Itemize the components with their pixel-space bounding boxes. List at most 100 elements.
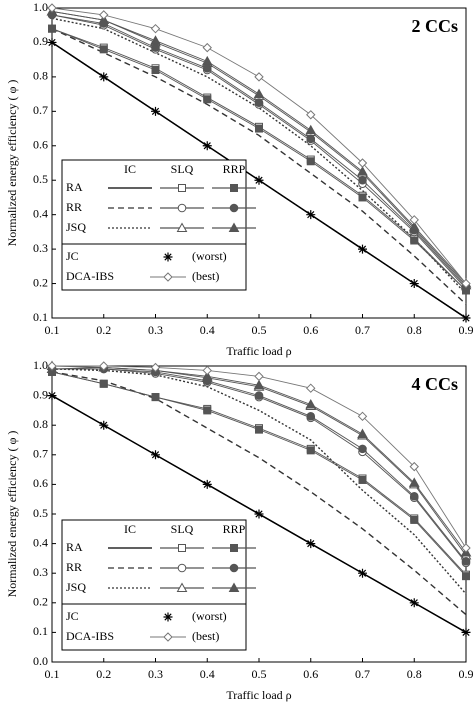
y-tick-label: 0.8	[33, 69, 48, 83]
legend-column-header: SLQ	[171, 162, 194, 176]
legend-marker	[229, 203, 239, 213]
series-line	[51, 28, 467, 305]
marker	[150, 23, 161, 34]
marker	[410, 236, 419, 245]
marker	[306, 539, 316, 549]
marker	[462, 572, 470, 581]
marker	[358, 193, 367, 202]
marker	[358, 175, 367, 185]
marker	[461, 278, 471, 289]
marker	[255, 425, 263, 434]
x-tick-label: 0.8	[407, 323, 422, 337]
x-tick-label: 0.5	[252, 667, 267, 681]
y-tick-label: 0.2	[33, 595, 48, 609]
y-axis-title: Normalized energy efficiency ( φ )	[5, 431, 19, 598]
legend-marker	[229, 563, 239, 573]
marker	[357, 166, 368, 176]
legend-note: (worst)	[192, 249, 227, 263]
x-tick-label: 0.3	[148, 667, 163, 681]
marker	[306, 383, 316, 393]
legend-marker	[230, 544, 238, 552]
y-tick-label: 0.5	[33, 172, 48, 186]
marker	[254, 509, 264, 519]
legend-column-header: IC	[124, 162, 136, 176]
legend-marker	[178, 544, 186, 552]
legend-label: JSQ	[66, 220, 86, 234]
legend: IC SLQ RRP RA RR JSQ JC (worst) DCA-IBS (best)	[61, 159, 256, 291]
legend-column-header: SLQ	[171, 522, 194, 536]
marker	[99, 10, 109, 20]
x-tick-label: 0.2	[96, 323, 111, 337]
marker	[47, 37, 57, 47]
marker	[151, 43, 160, 52]
marker	[410, 515, 419, 524]
legend-marker	[163, 252, 173, 262]
legend-label: RR	[66, 200, 82, 214]
legend-label: RA	[66, 180, 83, 194]
legend-column-header: RRP	[223, 522, 246, 536]
y-tick-label: 0.0	[33, 654, 48, 668]
legend-label: JSQ	[66, 580, 86, 594]
x-tick-label: 0.2	[96, 667, 111, 681]
legend-column-header: IC	[124, 522, 136, 536]
marker	[150, 35, 161, 45]
y-tick-label: 0.9	[33, 387, 48, 401]
marker	[358, 475, 367, 484]
marker	[306, 110, 316, 120]
legend-marker	[163, 612, 173, 622]
x-axis-title: Traffic load ρ	[226, 688, 291, 702]
marker	[47, 391, 57, 401]
marker	[306, 412, 316, 421]
marker	[306, 210, 316, 220]
y-tick-label: 0.7	[33, 103, 48, 117]
legend-marker	[177, 563, 187, 573]
marker	[358, 568, 367, 578]
marker	[202, 63, 212, 73]
legend-column-header: RRP	[223, 162, 246, 176]
x-tick-label: 0.9	[459, 667, 474, 681]
x-tick-label: 0.6	[303, 667, 318, 681]
marker	[255, 124, 263, 133]
y-tick-label: 0.1	[33, 624, 48, 638]
marker	[254, 371, 264, 382]
marker	[150, 362, 161, 373]
legend-marker	[178, 184, 186, 192]
marker	[201, 370, 213, 381]
y-axis-title: Normalized energy efficiency ( φ )	[5, 80, 19, 247]
marker	[461, 543, 471, 553]
legend-label: DCA-IBS	[66, 269, 114, 283]
y-tick-label: 1.0	[33, 0, 48, 14]
x-tick-label: 0.3	[148, 323, 163, 337]
legend-marker	[228, 582, 240, 592]
panel-label: 2 CCs	[411, 16, 458, 36]
y-tick-label: 0.6	[33, 138, 48, 152]
marker	[409, 215, 419, 225]
marker	[99, 379, 108, 388]
marker	[358, 244, 367, 254]
legend-note: (worst)	[192, 609, 227, 623]
marker	[202, 479, 212, 489]
y-tick-label: 0.7	[33, 447, 48, 461]
marker	[203, 95, 212, 104]
marker	[409, 279, 419, 289]
marker	[201, 55, 213, 66]
x-tick-label: 0.7	[355, 667, 370, 681]
marker	[357, 411, 368, 422]
marker	[254, 175, 264, 185]
y-tick-label: 0.3	[33, 565, 48, 579]
marker	[151, 450, 160, 460]
marker	[202, 141, 212, 151]
marker	[254, 98, 264, 108]
y-tick-label: 0.8	[33, 417, 48, 431]
legend-marker	[230, 184, 238, 192]
legend-note: (best)	[192, 269, 219, 283]
y-tick-label: 0.2	[33, 275, 48, 289]
legend-note: (best)	[192, 629, 219, 643]
x-tick-label: 0.8	[407, 667, 422, 681]
marker	[47, 3, 57, 13]
y-tick-label: 0.5	[33, 506, 48, 520]
marker	[409, 491, 419, 501]
marker	[151, 106, 160, 116]
